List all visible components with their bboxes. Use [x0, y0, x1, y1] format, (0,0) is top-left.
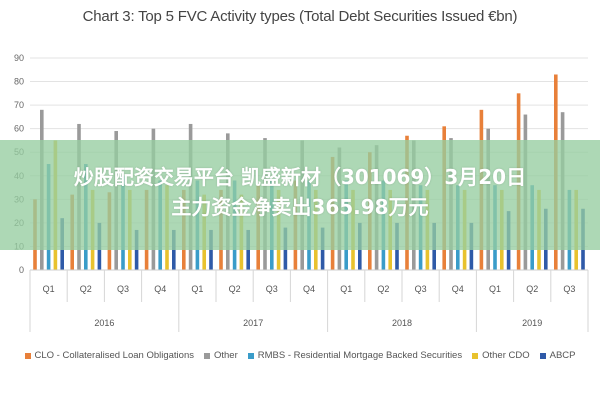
y-tick-label: 80: [14, 77, 24, 87]
x-tick-label: Q4: [303, 284, 315, 294]
legend-label: Other: [213, 350, 238, 361]
group-label: 2017: [243, 318, 263, 328]
headline-banner: 炒股配资交易平台 凯盛新材（301069）3月20日 主力资金净卖出365.98…: [0, 140, 600, 250]
x-tick-label: Q4: [154, 284, 166, 294]
x-tick-label: Q3: [563, 284, 575, 294]
y-tick-label: 0: [19, 265, 24, 275]
x-tick-label: Q1: [191, 284, 203, 294]
legend-item: Other CDO: [472, 350, 530, 361]
headline-line-2: 主力资金净卖出365.98万元: [171, 195, 429, 219]
x-tick-label: Q1: [43, 284, 55, 294]
legend-label: Other CDO: [482, 350, 530, 361]
y-tick-label: 90: [14, 53, 24, 63]
x-tick-label: Q1: [489, 284, 501, 294]
x-tick-label: Q4: [452, 284, 464, 294]
x-tick-label: Q2: [526, 284, 538, 294]
legend-label: RMBS - Residential Mortgage Backed Secur…: [257, 350, 463, 361]
legend-label: CLO - Collateralised Loan Obligations: [34, 350, 194, 361]
legend-item: RMBS - Residential Mortgage Backed Secur…: [247, 350, 463, 361]
y-tick-label: 70: [14, 100, 24, 110]
legend-swatch: [539, 352, 546, 359]
x-tick-label: Q2: [377, 284, 389, 294]
headline-line-1: 炒股配资交易平台 凯盛新材（301069）3月20日: [73, 165, 527, 189]
legend-swatch: [472, 352, 479, 359]
x-tick-label: Q2: [229, 284, 241, 294]
group-label: 2019: [522, 318, 542, 328]
x-tick-label: Q3: [415, 284, 427, 294]
x-tick-label: Q3: [117, 284, 129, 294]
y-tick-label: 60: [14, 124, 24, 134]
legend-swatch: [203, 352, 210, 359]
chart-legend: CLO - Collateralised Loan Obligations Oth…: [0, 350, 600, 361]
chart-title: Chart 3: Top 5 FVC Activity types (Total…: [82, 8, 518, 25]
x-tick-label: Q3: [266, 284, 278, 294]
legend-item: ABCP: [539, 350, 576, 361]
x-tick-label: Q2: [80, 284, 92, 294]
group-label: 2016: [94, 318, 114, 328]
legend-item: CLO - Collateralised Loan Obligations: [24, 350, 194, 361]
group-label: 2018: [392, 318, 412, 328]
legend-swatch: [247, 352, 254, 359]
legend-swatch: [24, 352, 31, 359]
legend-item: Other: [203, 350, 238, 361]
legend-label: ABCP: [549, 350, 576, 361]
x-tick-label: Q1: [340, 284, 352, 294]
